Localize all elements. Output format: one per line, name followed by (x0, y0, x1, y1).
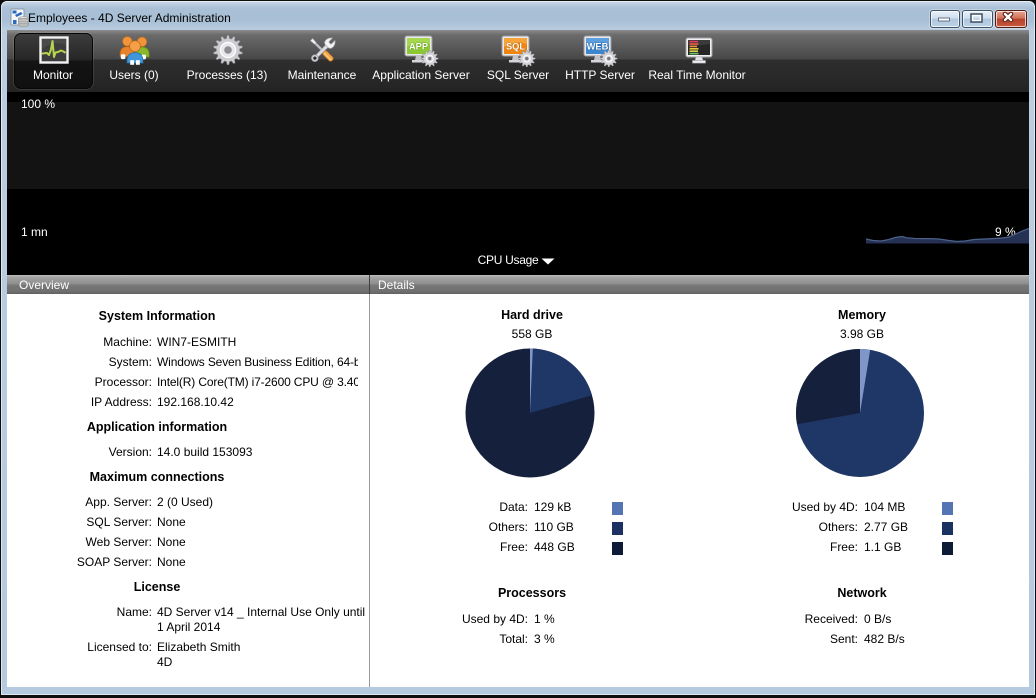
svg-text:SQL: SQL (506, 42, 525, 52)
svg-text:APP: APP (409, 42, 428, 52)
svg-text:WEB: WEB (587, 42, 609, 52)
